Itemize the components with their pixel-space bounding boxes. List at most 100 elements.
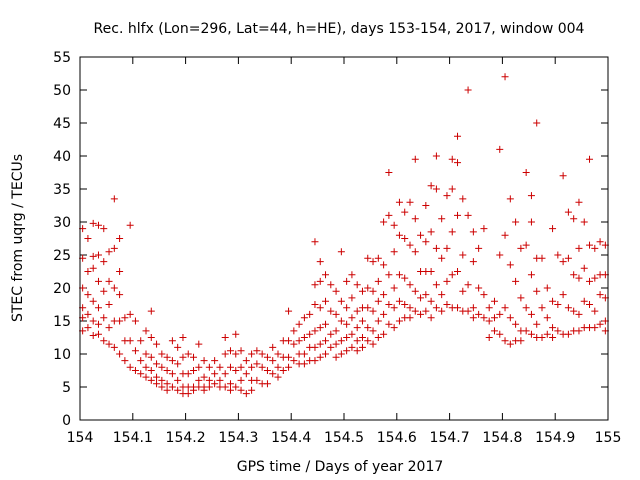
data-point bbox=[496, 251, 504, 259]
data-point bbox=[84, 235, 92, 242]
data-point bbox=[543, 284, 551, 292]
data-point bbox=[300, 350, 308, 358]
data-point bbox=[496, 310, 504, 318]
data-point bbox=[343, 334, 351, 341]
data-point bbox=[533, 320, 541, 328]
data-point bbox=[89, 297, 97, 305]
data-point bbox=[411, 307, 419, 315]
data-point bbox=[501, 337, 509, 345]
data-point bbox=[459, 287, 467, 295]
data-point bbox=[564, 254, 572, 262]
data-point bbox=[232, 367, 240, 374]
data-point bbox=[348, 330, 356, 338]
data-point bbox=[142, 373, 150, 381]
data-point bbox=[332, 310, 340, 318]
x-tick-label: 154.3 bbox=[218, 430, 258, 446]
data-point bbox=[411, 287, 419, 295]
data-point bbox=[142, 327, 150, 335]
data-point bbox=[469, 258, 477, 266]
data-point bbox=[258, 350, 266, 358]
data-point bbox=[153, 340, 161, 348]
data-point bbox=[237, 347, 245, 355]
data-point bbox=[153, 380, 161, 388]
data-point bbox=[527, 310, 535, 318]
data-point bbox=[506, 261, 514, 269]
data-point bbox=[211, 357, 219, 365]
data-point bbox=[575, 310, 583, 318]
data-point bbox=[110, 195, 118, 203]
data-point bbox=[195, 376, 203, 384]
data-point bbox=[364, 324, 372, 332]
data-point bbox=[327, 281, 335, 289]
data-point bbox=[200, 373, 208, 381]
data-point bbox=[427, 182, 435, 190]
data-point bbox=[527, 330, 535, 338]
data-point bbox=[295, 337, 303, 345]
data-point bbox=[232, 350, 240, 358]
data-point bbox=[316, 340, 324, 348]
data-point bbox=[464, 307, 472, 315]
data-point bbox=[200, 386, 208, 394]
data-point bbox=[374, 334, 382, 341]
data-point bbox=[190, 353, 198, 361]
data-point bbox=[485, 317, 493, 325]
data-point bbox=[448, 155, 456, 163]
data-point bbox=[374, 254, 382, 262]
data-point bbox=[300, 314, 308, 322]
data-point bbox=[575, 198, 583, 206]
data-point bbox=[84, 291, 92, 299]
data-point bbox=[94, 304, 102, 312]
data-point bbox=[364, 284, 372, 292]
axis-ticks: 154 154.1 154.2 154.3 154.4 154.5 154.6 154.7 15… bbox=[53, 50, 621, 446]
data-point bbox=[549, 225, 557, 233]
data-point bbox=[512, 277, 520, 285]
data-point bbox=[332, 340, 340, 348]
data-point bbox=[591, 274, 599, 282]
data-point bbox=[285, 307, 293, 315]
data-point bbox=[586, 301, 594, 308]
y-tick-label: 50 bbox=[53, 83, 71, 99]
data-point bbox=[575, 244, 583, 252]
data-point bbox=[475, 244, 483, 252]
data-point bbox=[89, 317, 97, 325]
data-point bbox=[163, 380, 171, 388]
data-point bbox=[401, 235, 409, 242]
data-point bbox=[179, 334, 187, 341]
data-point bbox=[147, 307, 155, 315]
data-point bbox=[464, 211, 472, 219]
y-tick-label: 5 bbox=[62, 380, 71, 396]
data-point bbox=[94, 330, 102, 338]
data-point bbox=[158, 363, 166, 371]
data-point bbox=[554, 301, 562, 308]
data-point bbox=[559, 258, 567, 266]
data-point bbox=[285, 353, 293, 361]
data-point bbox=[332, 353, 340, 361]
data-point bbox=[575, 274, 583, 282]
data-point bbox=[216, 376, 224, 384]
data-point bbox=[158, 376, 166, 384]
data-point bbox=[538, 334, 546, 341]
data-point bbox=[316, 324, 324, 332]
data-point bbox=[427, 314, 435, 322]
data-point bbox=[306, 330, 314, 338]
data-point bbox=[163, 353, 171, 361]
data-point bbox=[517, 337, 525, 345]
data-point bbox=[364, 254, 372, 262]
data-point bbox=[226, 347, 234, 355]
data-point bbox=[94, 221, 102, 229]
data-point bbox=[380, 261, 388, 269]
data-point bbox=[327, 330, 335, 338]
data-point bbox=[327, 307, 335, 315]
data-point bbox=[522, 241, 530, 249]
data-point bbox=[522, 304, 530, 312]
data-point bbox=[163, 367, 171, 374]
data-point bbox=[596, 291, 604, 299]
data-point bbox=[406, 198, 414, 206]
x-tick-label: 154 bbox=[67, 430, 94, 446]
data-point bbox=[385, 320, 393, 328]
data-point bbox=[131, 367, 139, 374]
data-point bbox=[543, 330, 551, 338]
x-axis-label: GPS time / Days of year 2017 bbox=[237, 459, 444, 475]
